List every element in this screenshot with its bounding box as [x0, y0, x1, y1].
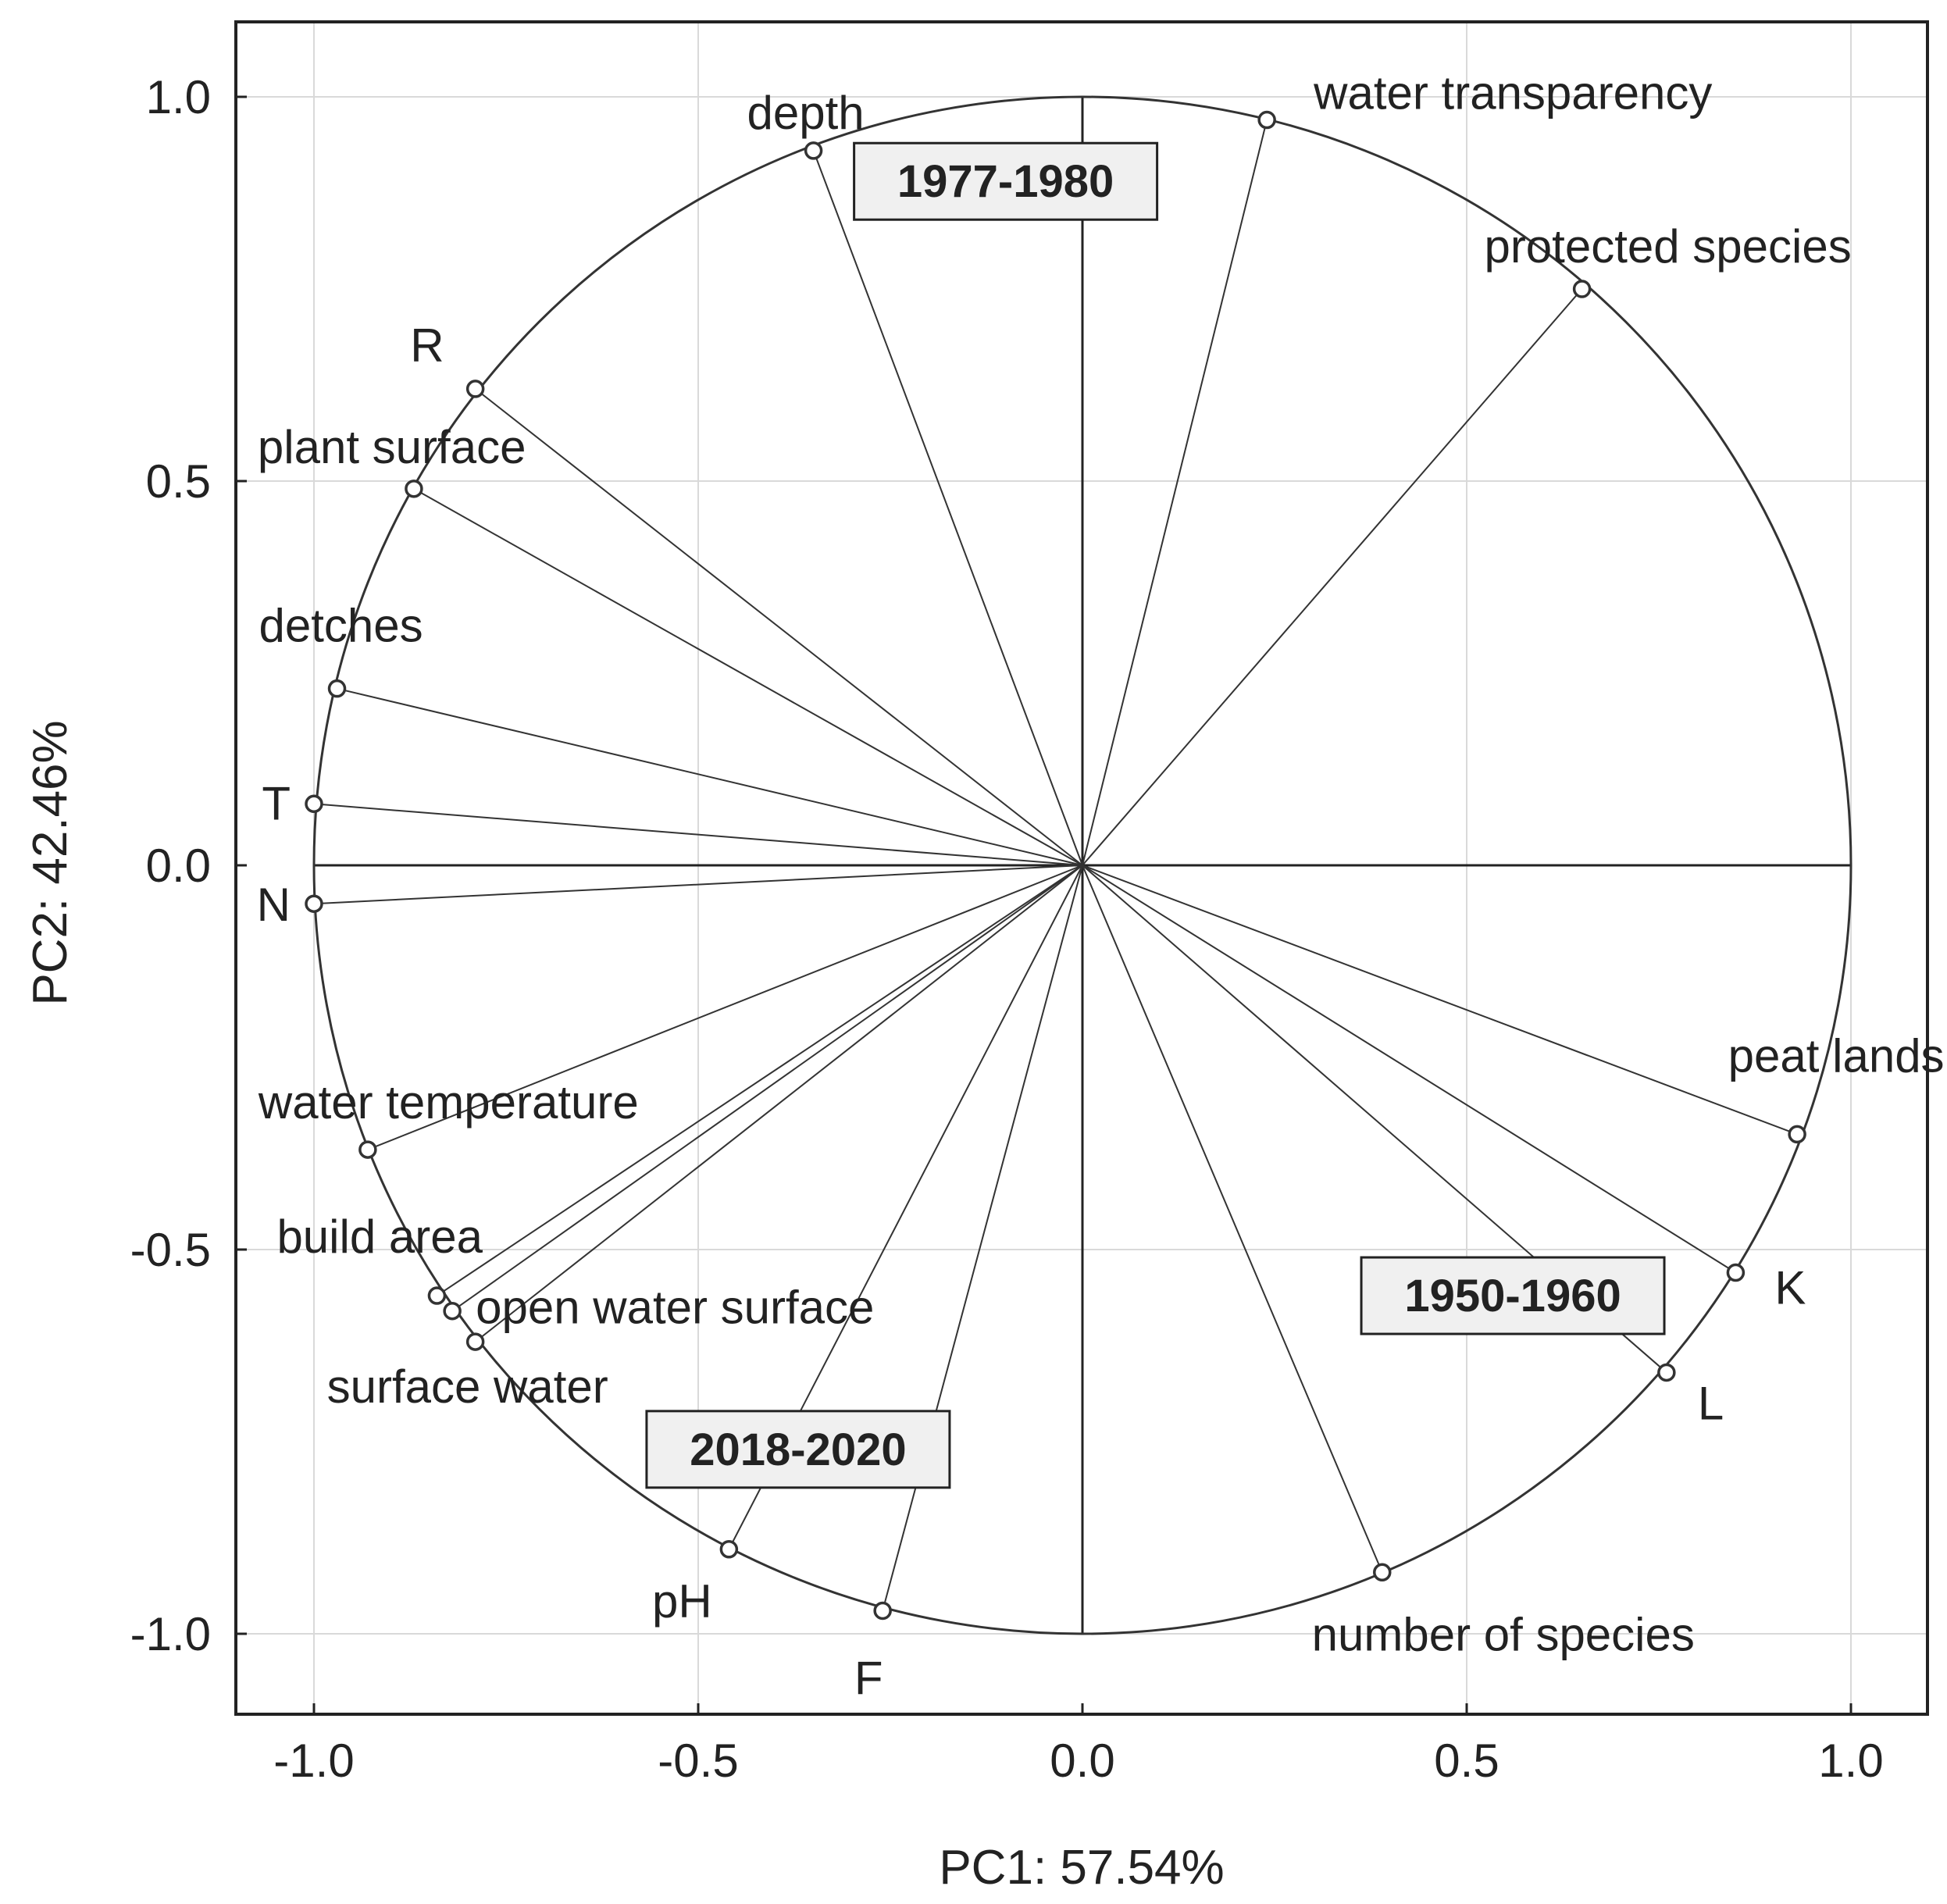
label-t: T: [262, 777, 291, 829]
vector-surface-water: [475, 865, 1083, 1342]
label-detches: detches: [259, 600, 423, 652]
label-protected-species: protected species: [1484, 220, 1851, 273]
vector-number-of-species: [1082, 865, 1383, 1573]
point-water-transparency: [1257, 110, 1276, 130]
vector-detches: [337, 687, 1083, 866]
point-water-temperature: [358, 1140, 377, 1159]
vector-r: [475, 388, 1083, 866]
vector-plant-surface: [413, 487, 1083, 866]
label-surface-water: surface water: [327, 1360, 608, 1413]
label-plant-surface: plant surface: [258, 421, 526, 473]
x-tick-label: -1.0: [273, 1735, 354, 1787]
box-period-1977-1980: [853, 141, 1159, 221]
tick-layer: -1.0 -0.5 0.0 0.5 1.0 -1.0 -0.5 0.0 0.5 1.0: [130, 71, 1884, 1787]
label-water-transparency: water transparency: [1313, 67, 1712, 119]
vector-build-area: [436, 865, 1083, 1296]
box-period-2018-2020: [645, 1410, 951, 1489]
vector-open-water-surface: [451, 865, 1083, 1312]
point-plant-surface: [405, 480, 423, 498]
x-axis-label: PC1: 57.54%: [939, 1841, 1224, 1895]
label-peat-lands: peat lands: [1728, 1029, 1945, 1082]
point-r: [465, 380, 485, 398]
vector-water-temperature: [367, 865, 1083, 1151]
point-detches: [327, 679, 347, 698]
vector-n: [313, 865, 1083, 905]
x-tick-label: 0.5: [1434, 1735, 1499, 1787]
point-open-water-surface: [443, 1301, 462, 1321]
label-depth: depth: [747, 87, 865, 139]
label-water-temperature: water temperature: [258, 1076, 639, 1128]
point-protected-species: [1572, 280, 1592, 298]
point-f: [873, 1601, 892, 1621]
label-l: L: [1698, 1377, 1724, 1429]
label-period-1977-1980: 1977-1980: [897, 156, 1114, 207]
point-number-of-species: [1373, 1563, 1392, 1582]
label-k: K: [1774, 1262, 1806, 1314]
point-depth: [804, 141, 823, 160]
label-number-of-species: number of species: [1312, 1608, 1695, 1660]
label-ph: pH: [652, 1575, 712, 1628]
x-tick-label: -0.5: [658, 1735, 738, 1787]
x-tick-label: 0.0: [1050, 1735, 1114, 1787]
vector-f: [882, 865, 1083, 1611]
point-n: [305, 894, 323, 913]
x-tick-label: 1.0: [1818, 1735, 1883, 1787]
annotation-layer: 1977-1980 1950-1960 2018-2020: [645, 141, 1666, 1489]
label-layer: depth water transparency protected species…: [257, 67, 1945, 1705]
label-build-area: build area: [276, 1211, 483, 1263]
vector-protected-species: [1082, 288, 1583, 866]
vector-layer: [305, 110, 1806, 1621]
y-tick-label: 0.5: [146, 455, 211, 508]
point-build-area: [427, 1286, 447, 1305]
vector-k: [1082, 865, 1736, 1274]
y-tick-label: -1.0: [130, 1608, 211, 1660]
vector-t: [313, 803, 1083, 866]
label-r: R: [410, 319, 444, 372]
y-tick-label: 1.0: [146, 71, 211, 123]
vector-depth: [812, 150, 1083, 866]
label-open-water-surface: open water surface: [476, 1282, 874, 1334]
label-period-1950-1960: 1950-1960: [1404, 1271, 1621, 1321]
vector-peat-lands: [1082, 865, 1798, 1136]
point-surface-water: [465, 1332, 485, 1351]
box-period-1950-1960: [1360, 1256, 1666, 1335]
label-period-2018-2020: 2018-2020: [690, 1424, 906, 1475]
unit-circle: [312, 95, 1853, 1635]
point-ph: [719, 1540, 739, 1559]
label-n: N: [257, 879, 291, 931]
point-k: [1726, 1263, 1746, 1282]
label-f: F: [854, 1652, 883, 1704]
y-tick-label: -0.5: [130, 1224, 211, 1276]
point-l: [1657, 1363, 1676, 1382]
point-peat-lands: [1788, 1125, 1806, 1144]
vector-water-transparency: [1082, 119, 1268, 866]
y-axis-label: PC2: 42.46%: [23, 720, 77, 1005]
y-tick-label: 0.0: [146, 840, 211, 892]
point-t: [305, 794, 323, 814]
